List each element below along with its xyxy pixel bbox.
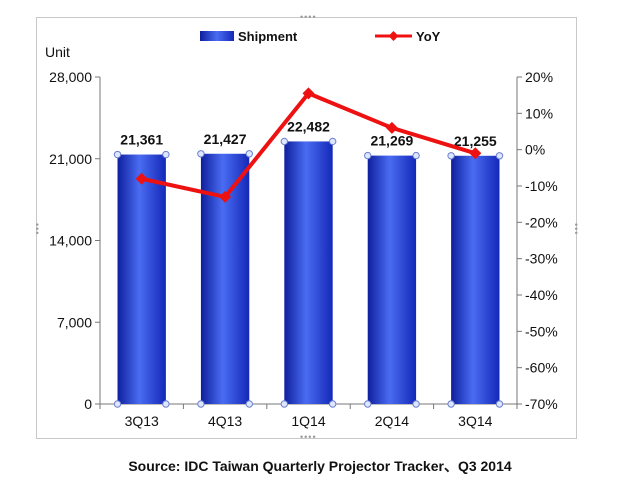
bar-corner-handle xyxy=(197,400,205,408)
yoy-point xyxy=(385,121,398,134)
bar-corner-handle xyxy=(113,400,122,408)
shipment-bars xyxy=(113,137,504,408)
source-note: Source: IDC Taiwan Quarterly Projector T… xyxy=(128,458,512,474)
bar-corner-handle xyxy=(447,152,455,160)
left-tick-label: 14,000 xyxy=(49,233,92,249)
resize-handle-bottom[interactable]: •••• xyxy=(300,432,317,442)
yoy-point xyxy=(219,190,232,203)
resize-handle-right[interactable]: ••• xyxy=(571,223,581,236)
yoy-series xyxy=(135,87,482,203)
bar-corner-handle xyxy=(447,400,455,408)
bar-corner-handle xyxy=(495,152,504,160)
shipment-bar xyxy=(451,155,500,404)
yoy-point xyxy=(135,172,148,185)
shipment-data-label: 22,482 xyxy=(287,118,330,134)
x-tick-label: 3Q13 xyxy=(125,413,159,429)
shipment-data-label: 21,269 xyxy=(370,133,413,149)
chart-frame: •••• ••• ••• •••• xyxy=(32,12,581,442)
left-tick-label: 0 xyxy=(84,396,92,412)
x-tick-label: 4Q13 xyxy=(208,413,242,429)
shipment-data-label: 21,361 xyxy=(120,132,163,148)
bar-corner-handle xyxy=(328,137,337,146)
x-tick-label: 2Q14 xyxy=(375,413,409,429)
bar-corner-handle xyxy=(113,150,122,159)
bar-corner-handle xyxy=(162,400,170,408)
resize-handle-top[interactable]: •••• xyxy=(300,12,317,22)
resize-handle-left[interactable]: ••• xyxy=(32,223,42,236)
bar-corner-handle xyxy=(364,400,372,408)
shipment-data-label: 21,255 xyxy=(454,133,497,149)
y-axis-title: Unit xyxy=(45,44,70,60)
shipment-bar xyxy=(367,155,417,404)
left-tick-label: 28,000 xyxy=(49,69,92,85)
bar-corner-handle xyxy=(364,151,372,160)
bar-corner-handle xyxy=(495,400,504,408)
left-axis-ticks: 0 7,000 14,000 21,000 28,000 xyxy=(49,69,100,412)
right-tick-label: 10% xyxy=(525,105,553,121)
right-tick-label: -20% xyxy=(525,214,558,230)
shipment-data-label: 21,427 xyxy=(204,131,247,147)
right-tick-label: -40% xyxy=(525,287,558,303)
right-tick-label: 20% xyxy=(525,69,553,85)
legend-shipment-swatch xyxy=(200,31,234,41)
bar-corner-handle xyxy=(280,400,289,408)
shipment-data-labels: 21,361 21,427 22,482 21,269 21,255 xyxy=(120,118,497,148)
yoy-point xyxy=(469,147,482,160)
right-tick-label: -70% xyxy=(525,396,558,412)
bar-corner-handle xyxy=(328,400,337,408)
legend-shipment-label: Shipment xyxy=(238,29,298,44)
legend-yoy-marker xyxy=(388,31,399,41)
legend-yoy-label: YoY xyxy=(416,29,441,44)
bar-corner-handle xyxy=(245,400,253,408)
left-tick-label: 7,000 xyxy=(57,314,92,330)
legend: Shipment YoY xyxy=(200,29,441,44)
shipment-bar xyxy=(284,141,333,404)
bar-corner-handle xyxy=(162,150,170,159)
right-tick-label: -60% xyxy=(525,360,558,376)
right-tick-label: 0% xyxy=(525,142,545,158)
x-axis-ticks: 3Q13 4Q13 1Q14 2Q14 3Q14 xyxy=(99,404,518,429)
right-tick-label: -50% xyxy=(525,323,558,339)
x-tick-label: 1Q14 xyxy=(291,413,325,429)
bar-corner-handle xyxy=(412,151,420,160)
bar-corner-handle xyxy=(245,150,253,158)
right-axis-ticks: -70% -60% -50% -40% -30% -20% -10% 0% 10% 20% xyxy=(517,69,558,412)
x-tick-label: 3Q14 xyxy=(458,413,492,429)
combo-chart: Shipment YoY Unit 0 7,000 14,000 21,000 28,0… xyxy=(45,29,558,429)
bar-corner-handle xyxy=(280,137,289,146)
yoy-point xyxy=(302,87,315,100)
left-tick-label: 21,000 xyxy=(49,151,92,167)
bar-corner-handle xyxy=(197,150,205,158)
right-tick-label: -30% xyxy=(525,251,558,267)
right-tick-label: -10% xyxy=(525,178,558,194)
shipment-bar xyxy=(117,154,166,404)
bar-corner-handle xyxy=(412,400,420,408)
